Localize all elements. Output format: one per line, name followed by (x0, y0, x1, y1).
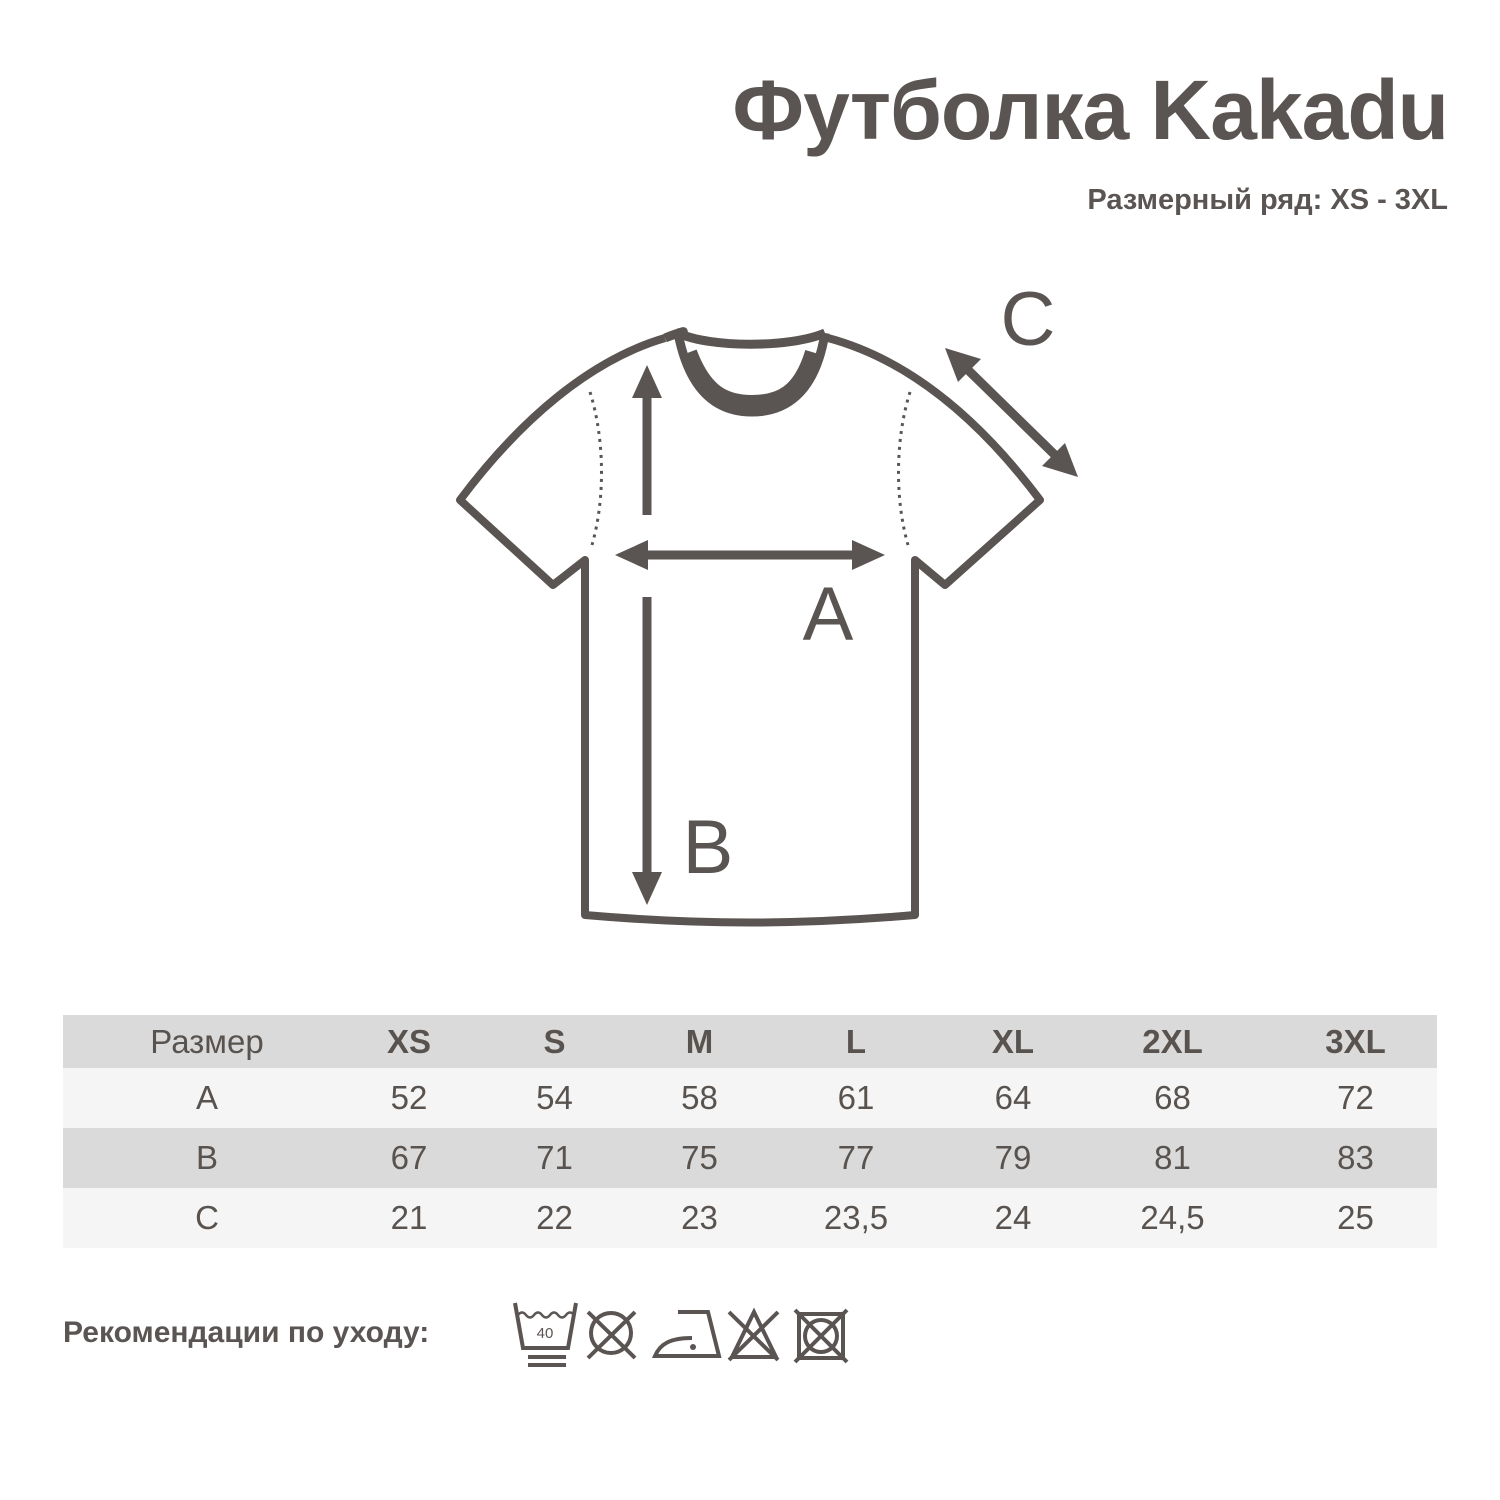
table-cell: 68 (1154, 1079, 1191, 1116)
table-cell: B (195, 1139, 218, 1176)
table-cell: 52 (390, 1079, 428, 1116)
wash-temp: 40 (537, 1325, 554, 1342)
size-table: Размер XS S M L XL 2XL 3XL A 52 54 58 61… (63, 1015, 1437, 1248)
collar (663, 327, 830, 417)
care-label: Рекомендации по уходу: (63, 1316, 430, 1349)
header-cell: 3XL (1325, 1022, 1386, 1060)
table-cell: 81 (1154, 1139, 1191, 1176)
table-cell: 24,5 (1140, 1199, 1205, 1236)
table-cell: 24 (994, 1199, 1032, 1236)
label-c: C (1001, 277, 1056, 362)
header-cell: S (543, 1022, 566, 1060)
label-a: A (803, 572, 854, 657)
table-cell: 23 (681, 1199, 718, 1236)
iron-low-icon (651, 1310, 722, 1358)
table-cell: 83 (1337, 1139, 1374, 1176)
table-cell: 23,5 (823, 1199, 889, 1236)
care-icons: 40 (513, 1302, 849, 1367)
header-cell: XS (386, 1022, 432, 1060)
table-cell: 58 (681, 1079, 718, 1116)
table-cell: 79 (994, 1139, 1032, 1176)
tshirt-diagram: A B C (456, 277, 1078, 927)
table-cell: 64 (994, 1079, 1032, 1116)
table-cell: 22 (536, 1199, 573, 1236)
table-row: A 52 54 58 61 64 68 72 (63, 1068, 1437, 1128)
table-cell: 54 (536, 1079, 573, 1116)
table-cell: 25 (1337, 1199, 1374, 1236)
table-cell: 72 (1337, 1079, 1374, 1116)
seam-right (897, 391, 912, 546)
no-dry-clean-icon (793, 1308, 849, 1364)
page-title: Футболка Kakadu (732, 63, 1449, 157)
table-cell: 77 (837, 1139, 875, 1176)
header-cell: Размер (150, 1022, 264, 1060)
label-b: B (683, 805, 734, 890)
table-row: C 21 22 23 23,5 24 24,5 25 (63, 1188, 1437, 1248)
tshirt-outline (456, 334, 1044, 927)
wash-40-gentle-icon: 40 (513, 1302, 578, 1367)
table-row: B 67 71 75 77 79 81 83 (63, 1128, 1437, 1188)
no-tumble-dry-icon (586, 1310, 637, 1360)
table-header-row: Размер XS S M L XL 2XL 3XL (63, 1015, 1437, 1068)
table-cell: A (195, 1079, 218, 1116)
table-cell: 75 (681, 1139, 718, 1176)
table-cell: 71 (536, 1139, 573, 1176)
header-cell: M (685, 1022, 714, 1060)
no-bleach-icon (727, 1307, 780, 1362)
table-cell: 67 (390, 1139, 428, 1176)
header-cell: XL (991, 1022, 1035, 1060)
header-cell: L (845, 1022, 867, 1060)
size-range: Размерный ряд: XS - 3XL (1087, 184, 1448, 216)
seam-left (588, 391, 603, 546)
table-cell: C (195, 1199, 219, 1236)
table-cell: 21 (390, 1199, 428, 1236)
table-cell: 61 (837, 1079, 875, 1116)
header-cell: 2XL (1142, 1022, 1203, 1060)
